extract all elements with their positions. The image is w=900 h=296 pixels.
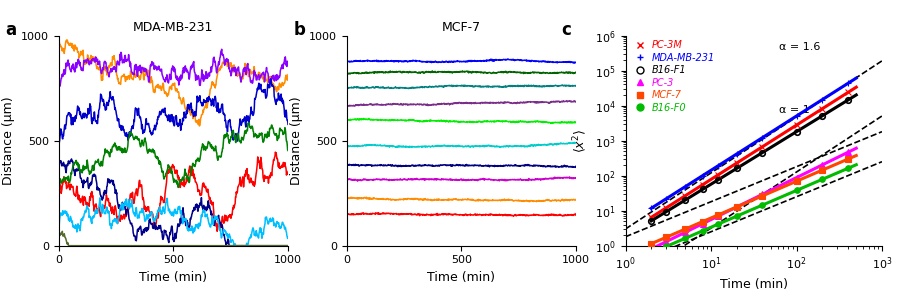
Title: MCF-7: MCF-7 bbox=[442, 21, 481, 34]
Text: c: c bbox=[562, 21, 572, 39]
X-axis label: Time (min): Time (min) bbox=[428, 271, 495, 284]
Y-axis label: Distance (μm): Distance (μm) bbox=[2, 96, 15, 185]
Text: a: a bbox=[5, 21, 17, 39]
X-axis label: Time (min): Time (min) bbox=[140, 271, 207, 284]
Title: MDA-MB-231: MDA-MB-231 bbox=[133, 21, 213, 34]
Text: b: b bbox=[293, 21, 306, 39]
Legend: PC-3M, MDA-MB-231, B16-F1, PC-3, MCF-7, B16-F0: PC-3M, MDA-MB-231, B16-F1, PC-3, MCF-7, … bbox=[630, 40, 715, 112]
Text: α = 1.6: α = 1.6 bbox=[779, 42, 821, 52]
X-axis label: Time (min): Time (min) bbox=[720, 278, 788, 291]
Text: α = 1: α = 1 bbox=[779, 105, 810, 115]
Y-axis label: $\langle x^2 \rangle$: $\langle x^2 \rangle$ bbox=[572, 128, 590, 153]
Y-axis label: Distance (μm): Distance (μm) bbox=[290, 96, 303, 185]
